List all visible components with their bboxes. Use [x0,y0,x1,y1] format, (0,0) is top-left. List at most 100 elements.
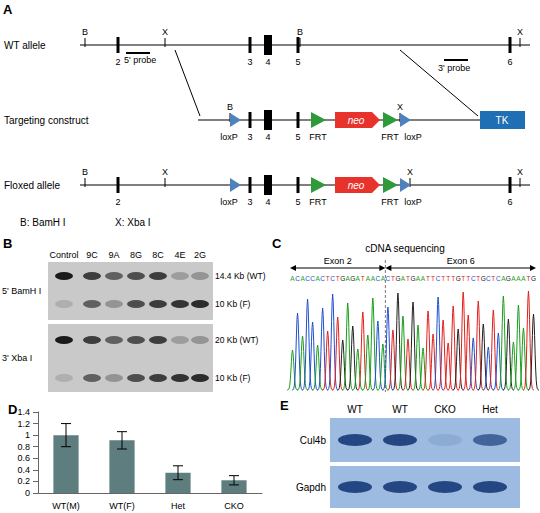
svg-text:G: G [340,275,345,282]
svg-text:X: X [162,167,168,177]
svg-text:T: T [451,275,455,282]
svg-text:5' probe: 5' probe [124,55,156,65]
svg-text:6: 6 [507,197,512,207]
svg-text:Floxed allele: Floxed allele [4,180,61,191]
svg-text:WT: WT [392,404,408,415]
svg-text:G: G [350,275,355,282]
svg-text:5: 5 [295,57,300,67]
svg-text:0.8: 0.8 [17,442,30,452]
svg-text:FRT: FRT [381,197,399,207]
svg-text:FRT: FRT [381,132,399,142]
svg-text:B: B [297,27,303,37]
svg-text:C: C [486,275,491,282]
svg-text:neo: neo [348,180,365,191]
svg-text:C: C [272,236,282,251]
svg-text:CKO: CKO [224,501,244,511]
svg-text:X: X [397,102,403,112]
svg-text:4: 4 [265,132,270,142]
svg-text:0.4: 0.4 [17,465,30,475]
svg-text:4: 4 [265,57,270,67]
svg-text:X: X [517,167,523,177]
svg-text:T: T [361,275,365,282]
svg-text:T: T [446,275,450,282]
svg-text:loxP: loxP [220,197,238,207]
svg-text:Het: Het [482,404,498,415]
svg-text:X: X [517,27,523,37]
svg-text:Het: Het [171,501,186,511]
svg-text:WT: WT [347,404,363,415]
svg-text:Targeting construct: Targeting construct [4,115,89,126]
svg-text:3: 3 [247,197,252,207]
svg-text:T: T [406,275,410,282]
svg-text:Control: Control [49,250,78,260]
svg-text:G: G [506,275,511,282]
svg-text:D: D [8,402,17,417]
svg-text:B: B [82,27,88,37]
svg-text:WT(M): WT(M) [52,501,79,511]
svg-text:2: 2 [115,57,120,67]
svg-text:loxP: loxP [220,132,238,142]
svg-text:FRT: FRT [309,197,327,207]
svg-text:CKO: CKO [434,404,456,415]
svg-text:T: T [431,275,435,282]
svg-text:G: G [410,275,415,282]
svg-text:2G: 2G [194,250,206,260]
svg-text:2: 2 [115,197,120,207]
svg-text:FRT: FRT [309,132,327,142]
svg-text:C: C [436,275,441,282]
svg-text:4: 4 [265,197,270,207]
svg-text:A: A [3,2,13,17]
svg-text:Gapdh: Gapdh [296,482,326,493]
svg-text:4E: 4E [174,250,185,260]
svg-text:1.2: 1.2 [17,419,30,429]
svg-text:3' probe: 3' probe [438,63,470,73]
svg-text:X: X [162,27,168,37]
svg-text:T: T [326,275,330,282]
svg-text:Exon 2: Exon 2 [324,256,352,266]
svg-text:T: T [461,275,465,282]
svg-text:Exon 6: Exon 6 [447,256,475,266]
svg-text:10 Kb (F): 10 Kb (F) [215,299,251,309]
svg-text:3: 3 [247,132,252,142]
svg-text:cDNA sequencing: cDNA sequencing [365,243,445,254]
svg-text:0: 0 [25,488,30,498]
svg-text:T: T [491,275,495,282]
svg-text:C: C [330,275,335,282]
svg-text:8G: 8G [130,250,142,260]
svg-text:X: X [407,167,413,177]
svg-text:loxP: loxP [404,197,422,207]
svg-text:8C: 8C [152,250,164,260]
svg-text:0.2: 0.2 [17,476,30,486]
svg-text:5: 5 [295,132,300,142]
svg-text:6: 6 [507,57,512,67]
svg-text:9A: 9A [108,250,119,260]
svg-text:WT(F): WT(F) [109,501,134,511]
svg-text:B: B [3,236,12,251]
svg-text:G: G [456,275,461,282]
svg-text:X: Xba I: X: Xba I [115,217,151,228]
svg-text:C: C [320,275,325,282]
svg-text:B: BamH I: B: BamH I [20,217,66,228]
svg-text:WT allele: WT allele [4,40,46,51]
svg-text:10 Kb (F): 10 Kb (F) [215,373,251,383]
svg-text:T: T [476,275,480,282]
svg-text:TK: TK [496,115,509,126]
svg-text:C: C [386,275,391,282]
svg-text:neo: neo [348,115,365,126]
svg-text:9C: 9C [86,250,98,260]
svg-text:T: T [526,275,530,282]
svg-text:5' BamH I: 5' BamH I [2,286,41,296]
svg-text:0.6: 0.6 [17,453,30,463]
svg-text:loxP: loxP [404,132,422,142]
svg-text:G: G [395,275,400,282]
svg-text:T: T [466,275,470,282]
svg-text:T: T [336,275,340,282]
svg-text:T: T [426,275,430,282]
svg-text:Cul4b: Cul4b [300,435,327,446]
svg-text:14.4 Kb (WT): 14.4 Kb (WT) [215,271,266,281]
svg-text:5: 5 [295,197,300,207]
svg-text:C: C [471,275,476,282]
svg-text:B: B [82,167,88,177]
svg-text:T: T [441,275,445,282]
svg-text:E: E [280,398,289,413]
